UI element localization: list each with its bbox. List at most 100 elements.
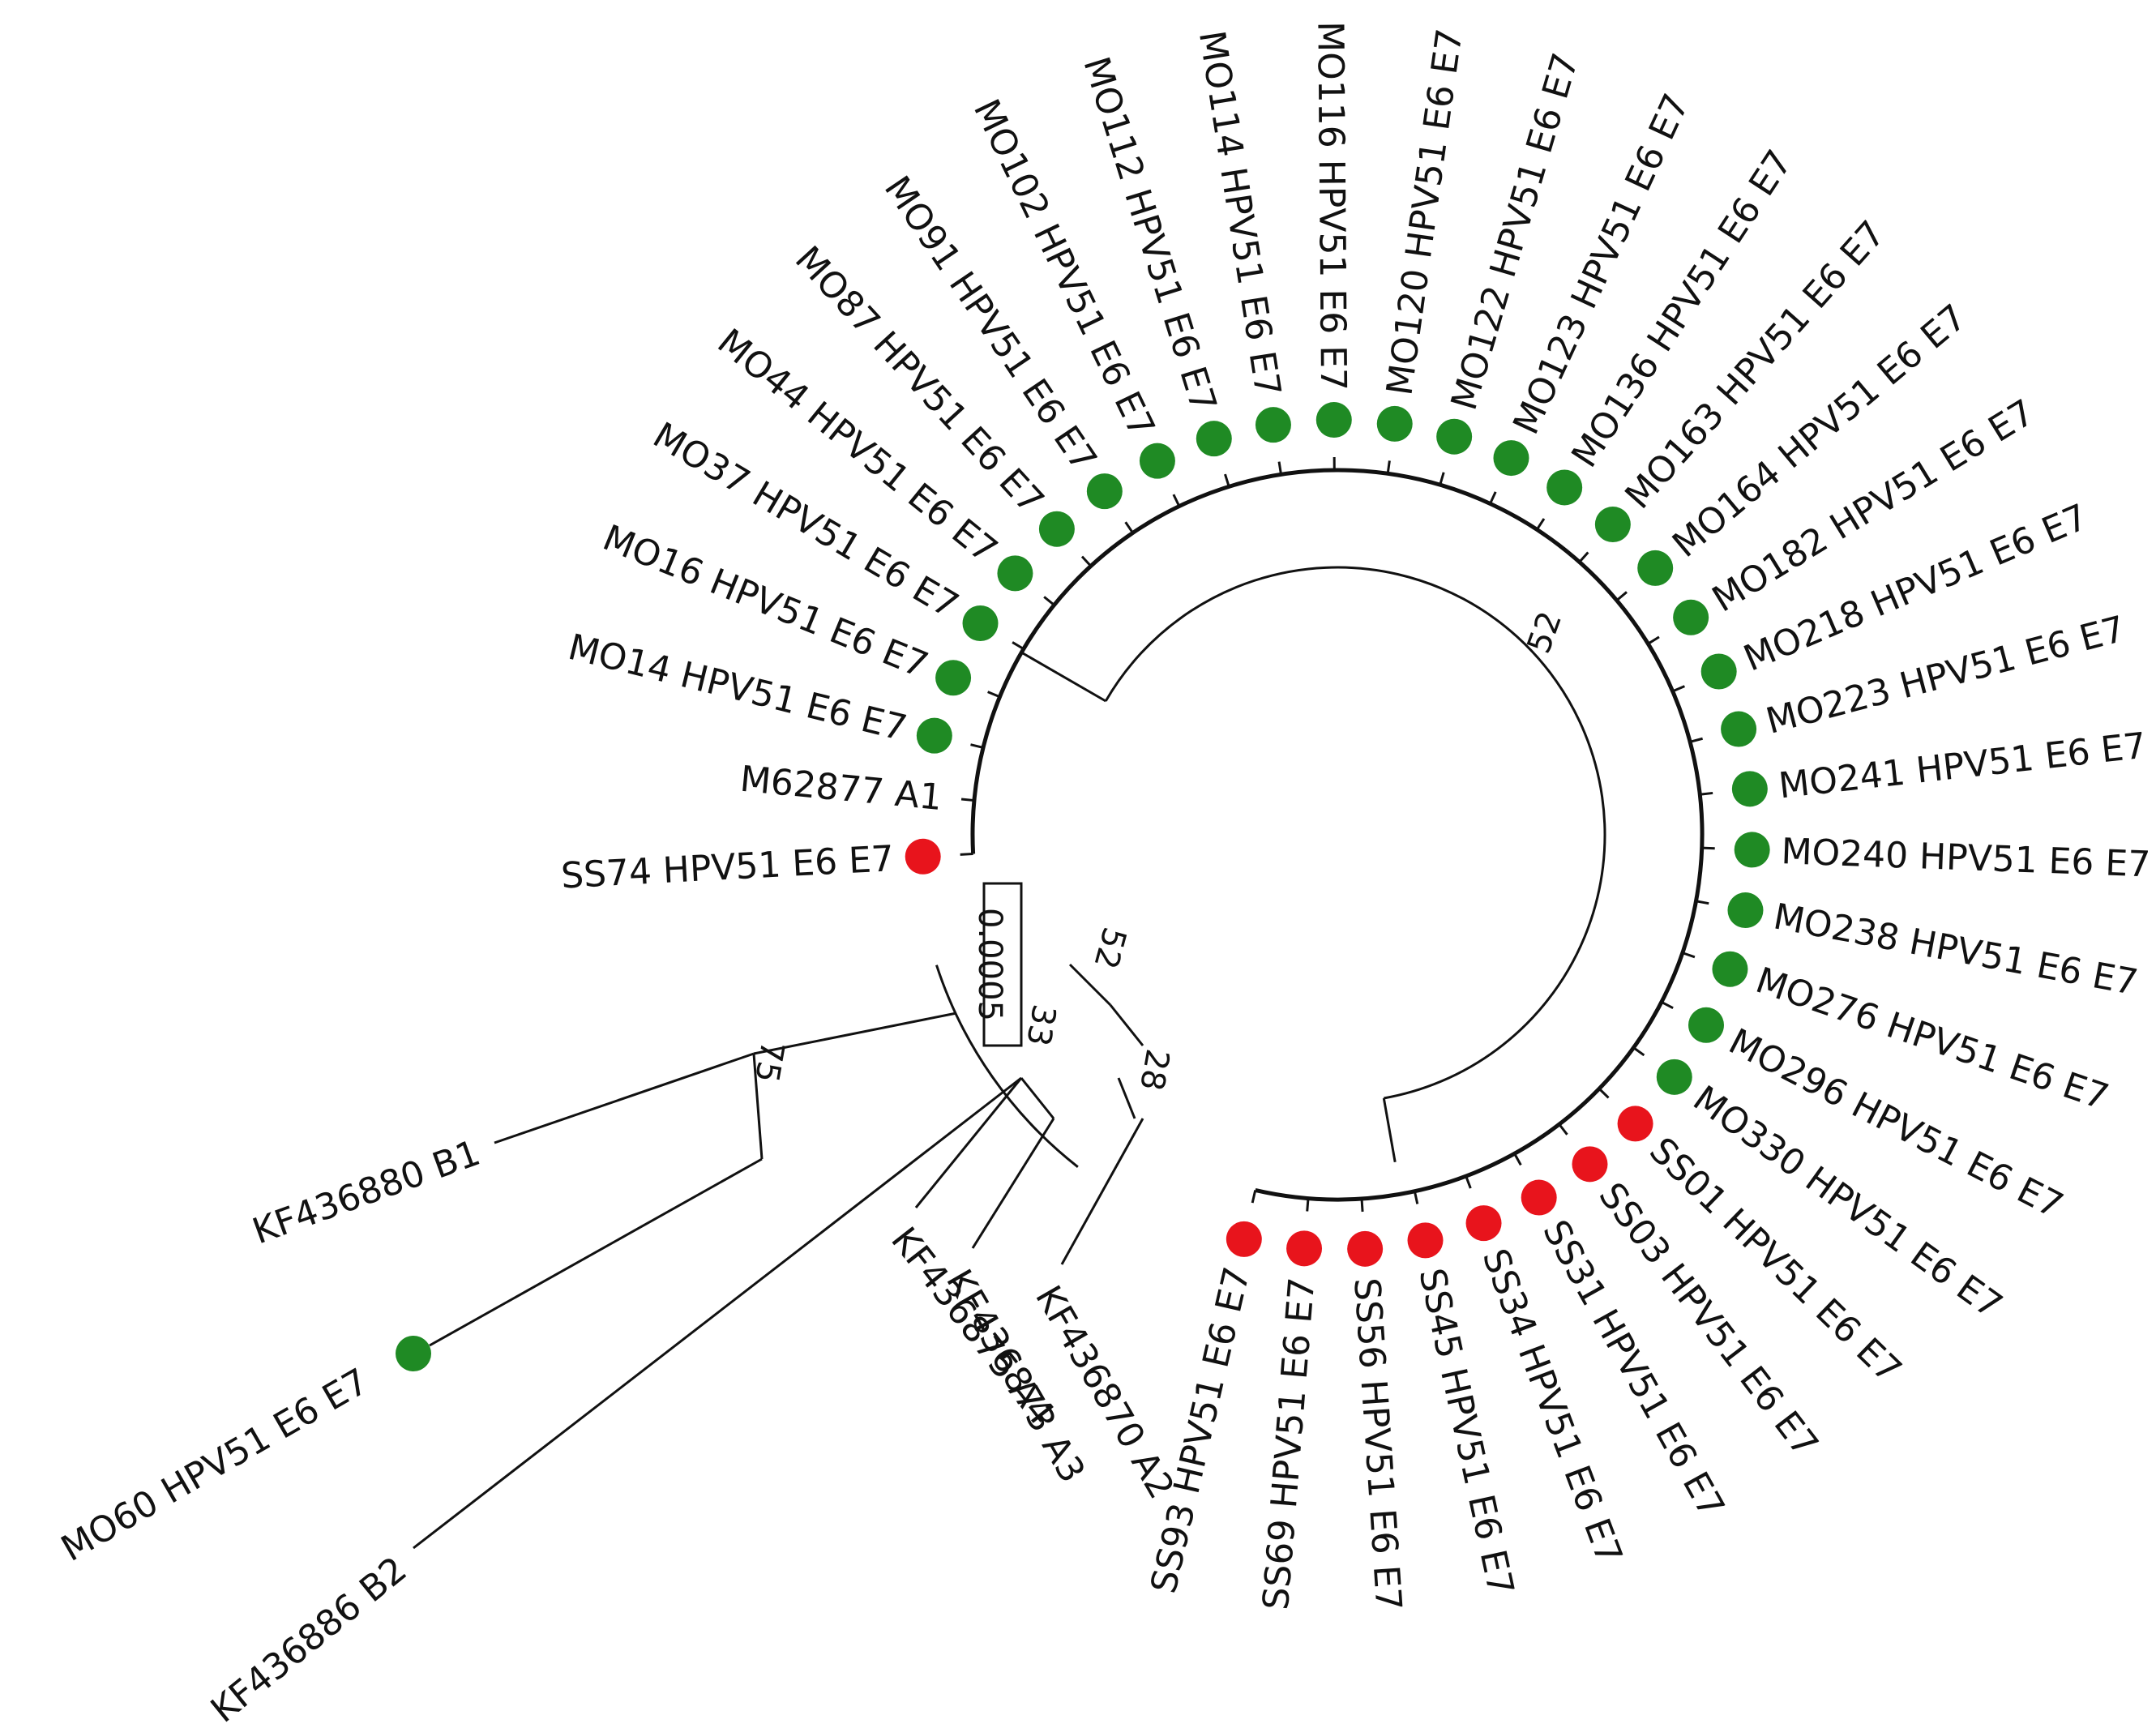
leaf-tick	[961, 799, 974, 801]
mo-group-marker	[1712, 952, 1747, 987]
mo-group-marker	[997, 555, 1033, 591]
leaf-label: M62877 A1	[738, 759, 944, 819]
mo-group-marker	[935, 660, 971, 695]
outer-leaf-branch	[916, 1078, 1021, 1208]
leaf-tick	[1599, 1089, 1608, 1097]
mo-group-marker	[1721, 712, 1756, 747]
ss-group-marker	[1226, 1221, 1262, 1257]
leaf-tick	[1633, 1048, 1644, 1055]
leaf-label: SS56 HPV51 E6 E7	[1345, 1277, 1409, 1612]
ss-group-marker	[905, 839, 941, 875]
ss-group-marker	[1466, 1205, 1502, 1241]
outer-leaf-branch	[1062, 1118, 1143, 1264]
bootstrap-value: 75	[747, 1038, 791, 1085]
mo-group-marker	[1701, 653, 1737, 689]
mo-group-marker	[1436, 419, 1472, 455]
ss-group-marker	[1408, 1222, 1444, 1258]
leaf-tick	[960, 854, 973, 855]
outer-branch	[1070, 965, 1110, 1005]
leaf-tick	[1696, 901, 1709, 904]
leaf-tick	[1648, 637, 1659, 644]
leaf-tick	[1702, 848, 1715, 849]
outer-leaf-branch	[973, 1118, 1054, 1248]
leaf-label: MO241 HPV51 E6 E7	[1777, 725, 2149, 806]
ss-group-marker	[1286, 1230, 1322, 1266]
leaf-tick	[1082, 557, 1091, 567]
leaf-tick	[1279, 462, 1281, 475]
mo-group-marker	[1039, 511, 1075, 547]
leaf-tick	[1252, 1190, 1256, 1203]
mo-group-marker	[1256, 407, 1291, 443]
bootstrap-value: 28	[1132, 1046, 1176, 1093]
leaf-label: MO240 HPV51 E6 E7	[1781, 831, 2151, 885]
leaf-tick	[1466, 1176, 1471, 1188]
leaf-tick	[1690, 738, 1702, 742]
ss-group-marker	[1618, 1106, 1653, 1141]
leaf-label: SS74 HPV51 E6 E7	[560, 838, 895, 896]
leaf-tick	[1673, 686, 1685, 691]
leaf-tick	[1388, 460, 1389, 473]
ss-group-marker	[1521, 1180, 1557, 1216]
leaf-tick	[1126, 522, 1133, 533]
mo-group-marker	[1377, 406, 1413, 442]
mo-group-marker	[1087, 473, 1123, 509]
mo-group-marker	[1316, 402, 1352, 438]
mo-group-marker	[396, 1336, 431, 1371]
outer-branch	[1119, 1078, 1135, 1118]
outer-leaf-label: MO60 HPV51 E6 E7	[54, 1361, 375, 1570]
leaf-label: SS93 HPV51 E6 E7	[1143, 1263, 1258, 1597]
outer-leaf-label: KF436875 A4	[883, 1220, 1062, 1433]
ss-group-marker	[1347, 1231, 1383, 1267]
mo-group-marker	[1727, 892, 1763, 928]
leaf-label: MO120 HPV51 E6 E7	[1379, 26, 1470, 398]
outer-leaf-label: KF436886 B2	[203, 1549, 415, 1724]
mo-group-marker	[917, 718, 952, 754]
leaf-tick	[1440, 473, 1444, 485]
main-clade-backbone	[973, 470, 1702, 1200]
leaf-tick	[1225, 474, 1229, 486]
outer-leaf-label: KF436880 B1	[247, 1132, 486, 1253]
leaf-tick	[1662, 1002, 1673, 1007]
mo-group-marker	[963, 605, 999, 641]
mo-group-marker	[1732, 771, 1768, 806]
leaf-tick	[1307, 1199, 1308, 1212]
mo-group-marker	[1735, 832, 1770, 867]
leaf-tick	[1559, 1124, 1568, 1135]
mo-group-marker	[1657, 1059, 1692, 1095]
mo-group-marker	[1493, 440, 1529, 476]
leaf-tick	[988, 692, 1000, 697]
outer-leaf-branch	[494, 1054, 754, 1143]
outer-leaf-branch	[413, 1078, 1021, 1548]
leaf-label: SS69 HPV51 E6 E7	[1256, 1276, 1324, 1611]
mo-group-marker	[1595, 507, 1631, 542]
mo-group-marker	[1673, 600, 1709, 635]
leaf-tick	[1414, 1191, 1417, 1204]
bootstrap-value: 52	[1086, 923, 1133, 973]
leaf-tick	[1537, 519, 1544, 529]
leaf-label: MO116 HPV51 E6 E7	[1309, 21, 1354, 391]
ss-group-marker	[1572, 1146, 1607, 1182]
outer-branch	[1021, 1078, 1054, 1118]
inner-node-stem-2	[1384, 1098, 1395, 1162]
leaf-tick	[970, 745, 983, 748]
leaf-tick	[1012, 642, 1024, 648]
bootstrap-value: 33	[1019, 1002, 1063, 1049]
leaf-tick	[1683, 953, 1695, 957]
outer-branch	[1110, 1005, 1143, 1046]
mo-group-marker	[1140, 443, 1175, 479]
mo-group-marker	[1196, 421, 1232, 456]
mo-group-marker	[1688, 1007, 1724, 1043]
leaf-tick	[1580, 552, 1589, 562]
leaf-tick	[1044, 597, 1054, 605]
mo-group-marker	[1637, 550, 1673, 586]
leaf-tick	[1515, 1153, 1521, 1165]
leaf-tick	[1491, 492, 1496, 504]
leaf-tick	[1617, 592, 1627, 600]
mo-group-marker	[1546, 469, 1582, 505]
tree-branches	[413, 457, 1715, 1548]
leaf-tick	[1174, 494, 1179, 506]
bootstrap-value: 52	[1521, 607, 1570, 659]
